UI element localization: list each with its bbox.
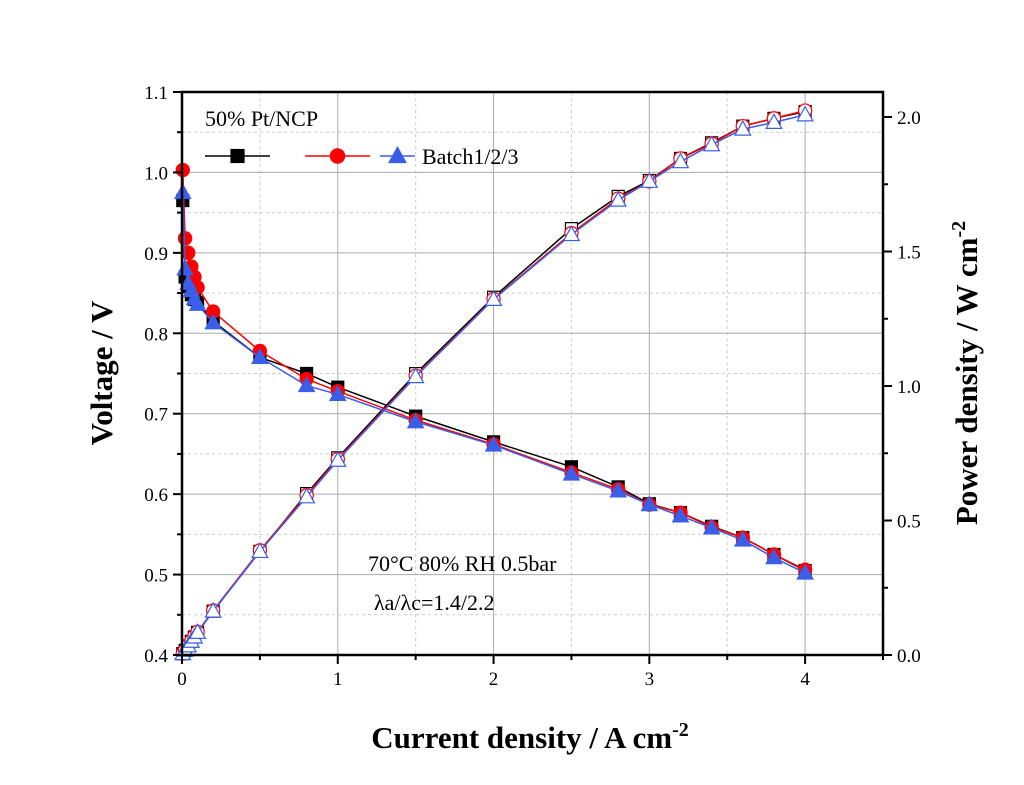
power-point <box>328 450 347 467</box>
x-tick-label: 4 <box>800 669 810 690</box>
voltage-point <box>702 518 721 535</box>
voltage-point <box>733 530 752 547</box>
voltage-point <box>204 313 222 330</box>
y-tick-label: 0.8 <box>144 324 168 345</box>
y2-tick-label: 0.0 <box>897 646 921 667</box>
voltage-point <box>765 548 783 565</box>
annotation-stoichiometry: λa/λc=1.4/2.2 <box>374 590 495 615</box>
power-point <box>562 225 581 242</box>
annotation-conditions: 70°C 80% RH 0.5bar <box>368 551 557 576</box>
y2-axis-label-sup: -2 <box>948 221 970 238</box>
x-tick-label: 3 <box>645 669 655 690</box>
legend-marker-2 <box>329 148 346 164</box>
series-layer <box>173 103 814 661</box>
voltage-point <box>188 294 207 311</box>
power-point <box>609 190 627 207</box>
ticks: 0 1 2 3 4 0.4 0.5 0.6 0.7 0.8 0.9 1.0 1.1 0.0 0.5 1.0 1.… <box>144 83 921 690</box>
y2-axis-label-text: Power density / W cm <box>949 237 984 525</box>
power-point <box>406 367 425 384</box>
legend-marker-1 <box>230 148 245 164</box>
y-axis-label: Voltage / V <box>84 300 119 445</box>
power-point <box>251 542 269 559</box>
y-tick-label: 0.5 <box>144 566 168 587</box>
legend-marker-3 <box>388 145 407 164</box>
voltage-point <box>181 245 196 261</box>
power-point <box>765 113 783 129</box>
voltage-point <box>562 464 581 481</box>
y-tick-label: 1.0 <box>144 163 168 184</box>
power-point <box>702 135 721 152</box>
x-tick-label: 2 <box>489 669 499 690</box>
x-axis-label-sup: -2 <box>672 719 689 741</box>
y-tick-label: 0.6 <box>144 485 168 506</box>
y2-tick-label: 1.5 <box>897 243 921 264</box>
y2-tick-label: 0.5 <box>897 512 921 533</box>
legend <box>205 145 415 164</box>
voltage-point <box>484 435 503 452</box>
grid <box>181 91 884 656</box>
power-point <box>188 623 207 640</box>
y-tick-label: 0.7 <box>144 405 168 426</box>
voltage-point <box>406 412 425 429</box>
y-tick-label: 0.9 <box>144 244 168 265</box>
voltage-point <box>297 376 316 393</box>
voltage-point <box>609 481 627 498</box>
x-axis-label-text: Current density / A cm <box>371 720 672 755</box>
y2-axis-label: Power density / W cm-2 <box>948 221 984 525</box>
y2-tick-label: 2.0 <box>897 108 921 129</box>
power-point <box>733 119 752 136</box>
legend-label: Batch1/2/3 <box>422 144 519 169</box>
power-point <box>640 171 659 188</box>
y2-tick-label: 1.0 <box>897 377 921 398</box>
series-3 <box>173 105 814 661</box>
x-tick-label: 1 <box>333 669 343 690</box>
voltage-point <box>177 231 193 246</box>
x-axis-label: Current density / A cm-2 <box>371 719 688 755</box>
voltage-point <box>328 385 347 402</box>
voltage-point <box>796 563 814 580</box>
power-point <box>796 105 814 122</box>
voltage-point <box>671 506 690 523</box>
power-point <box>204 601 222 618</box>
voltage-point <box>640 495 659 512</box>
power-point <box>671 152 690 169</box>
power-point <box>297 487 316 504</box>
y-tick-label: 0.4 <box>144 646 168 667</box>
voltage-point <box>251 348 269 365</box>
x-tick-label: 0 <box>177 669 187 690</box>
y-tick-label: 1.1 <box>144 83 168 104</box>
legend-title: 50% Pt/NCP <box>205 106 318 131</box>
power-point <box>484 290 503 306</box>
